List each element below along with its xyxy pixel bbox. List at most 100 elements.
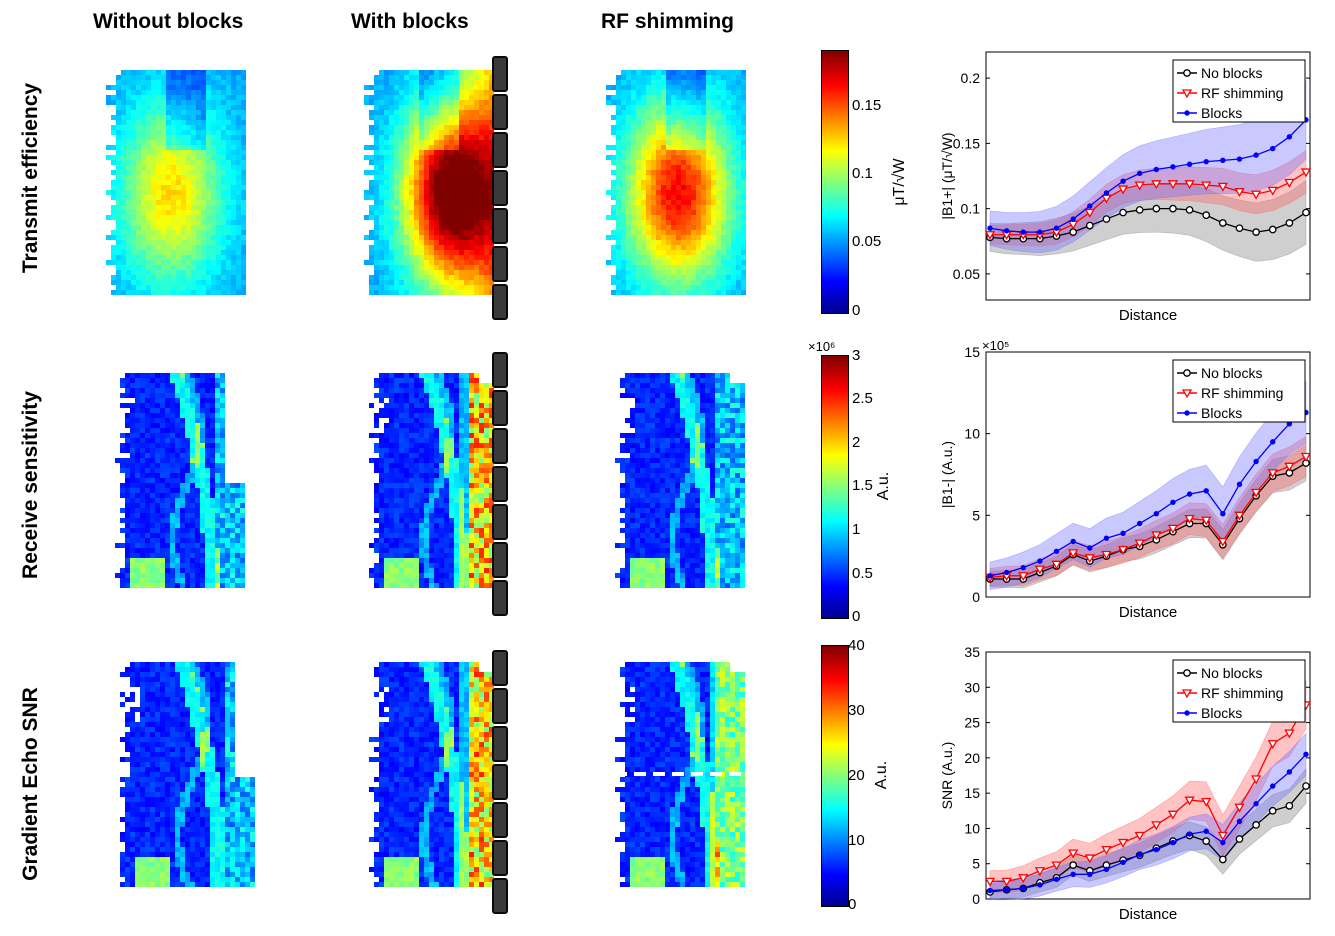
y-tick-label: 0.1 <box>961 201 981 217</box>
heatmap-snr-without-blocks <box>120 662 255 887</box>
dielectric-block <box>492 132 508 168</box>
data-point <box>1120 178 1126 184</box>
data-point <box>1153 846 1160 853</box>
data-point <box>1037 229 1043 235</box>
colorbar-tick: 0.15 <box>852 97 882 114</box>
dielectric-block <box>492 764 508 800</box>
data-point <box>1070 538 1076 545</box>
dielectric-block <box>492 688 508 724</box>
data-point <box>1020 564 1026 571</box>
dielectric-block <box>492 208 508 244</box>
colorbar-tick: 1 <box>852 521 861 538</box>
data-point <box>1250 488 1262 498</box>
dielectric-block <box>492 504 508 540</box>
data-point <box>1268 225 1277 234</box>
legend-item: Blocks <box>1177 705 1242 721</box>
data-point <box>1220 839 1226 846</box>
y-tick-label: 10 <box>964 426 980 442</box>
legend: No blocks RF shimming Blocks <box>1172 359 1306 423</box>
colorbar-tick: 0.5 <box>852 565 873 582</box>
data-point <box>1270 783 1276 789</box>
confidence-band-no-blocks <box>989 180 1307 262</box>
data-point <box>1253 152 1259 158</box>
data-point <box>1134 539 1145 549</box>
data-point <box>1018 572 1029 582</box>
y-tick-label: 0 <box>972 891 980 907</box>
y-tick-label: 20 <box>964 750 980 766</box>
heatmap-receive-rf-shimming <box>615 373 745 588</box>
colorbar-exponent: ×10⁶ <box>808 339 836 354</box>
dielectric-block <box>492 352 508 388</box>
data-point <box>1117 838 1129 848</box>
legend-item: RF shimming <box>1177 685 1283 701</box>
data-point <box>1068 549 1079 559</box>
data-point <box>1267 740 1278 750</box>
data-point <box>1234 803 1245 813</box>
colorbar-tick: 10 <box>848 832 865 849</box>
colorbar-label: A.u. <box>873 760 890 790</box>
data-point <box>1020 229 1026 235</box>
data-point <box>1217 831 1228 841</box>
series-rf-shimming <box>984 168 1312 241</box>
data-point <box>1236 818 1243 825</box>
dielectric-block <box>492 650 508 686</box>
data-point <box>1253 801 1259 807</box>
data-point <box>1203 158 1209 165</box>
data-point <box>1003 887 1010 893</box>
colorbar-label: μT/√W <box>891 158 908 206</box>
data-point <box>1037 558 1043 564</box>
data-point <box>1152 204 1161 213</box>
data-point <box>1284 729 1295 739</box>
data-point <box>1201 516 1212 526</box>
dielectric-block <box>492 284 508 320</box>
heatmap-transmit-with-blocks <box>364 70 494 295</box>
data-point <box>987 225 993 231</box>
x-axis-label: Distance <box>1119 307 1177 324</box>
data-point <box>1151 180 1162 190</box>
data-point <box>1252 228 1260 236</box>
dielectric-block <box>492 802 508 838</box>
chart-receive-profile: 0 5 10 15 Distance |B1-| (A.u.) ×10⁵ No blocks R… <box>940 340 1312 621</box>
profile-line <box>615 772 766 776</box>
y-tick-label: 0.15 <box>953 135 980 151</box>
y-tick-label: 5 <box>972 507 980 523</box>
data-point <box>1284 462 1295 472</box>
data-point <box>1203 828 1209 834</box>
data-point <box>1084 554 1095 564</box>
data-point <box>1087 545 1093 551</box>
heatmap-receive-without-blocks <box>115 373 245 588</box>
data-point <box>1087 871 1093 877</box>
data-point <box>987 887 993 894</box>
data-point <box>1186 161 1193 167</box>
data-point <box>1250 775 1262 785</box>
data-point <box>1184 180 1195 190</box>
data-point <box>1167 810 1179 820</box>
data-point <box>1069 861 1078 869</box>
series-blocks <box>987 117 1309 235</box>
y-tick-label: 15 <box>964 344 980 360</box>
dielectric-block <box>492 94 508 130</box>
y-tick-label: 0 <box>972 589 980 605</box>
data-point <box>1102 215 1111 223</box>
colorbar-tick: 3 <box>852 347 861 364</box>
data-point <box>1236 156 1243 162</box>
heatmap-snr-rf-shimming <box>615 662 745 887</box>
y-tick-label: 15 <box>964 785 980 801</box>
data-point <box>1069 228 1078 236</box>
heatmap-receive-with-blocks <box>369 373 494 588</box>
data-point <box>1134 831 1145 841</box>
colorbar-tick: 2 <box>852 434 861 451</box>
data-point <box>1018 874 1029 884</box>
data-point <box>984 877 996 887</box>
confidence-band-no-blocks <box>989 767 1307 900</box>
data-point <box>1170 839 1176 846</box>
data-point <box>1285 219 1294 227</box>
data-point <box>1220 511 1226 517</box>
dielectric-block <box>492 390 508 426</box>
dielectric-block <box>492 726 508 762</box>
data-point <box>1201 797 1212 807</box>
data-point <box>1101 845 1112 855</box>
dielectric-blocks-row3 <box>492 650 508 914</box>
y-axis-label: |B1+| (μT/√W) <box>940 132 955 219</box>
colorbar-tick: 30 <box>848 702 865 719</box>
